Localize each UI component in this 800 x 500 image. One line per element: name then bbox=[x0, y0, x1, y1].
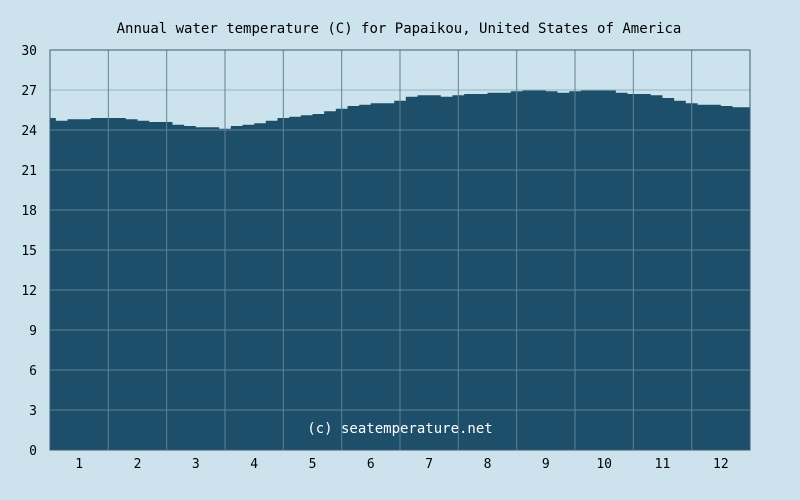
x-tick-label: 5 bbox=[309, 457, 317, 472]
y-tick-label: 30 bbox=[21, 44, 37, 59]
grid-layer bbox=[50, 50, 750, 450]
y-tick-label: 6 bbox=[29, 364, 37, 379]
y-tick-label: 21 bbox=[21, 164, 37, 179]
y-tick-label: 0 bbox=[29, 444, 37, 459]
x-tick-label: 10 bbox=[596, 457, 612, 472]
x-tick-label: 11 bbox=[655, 457, 671, 472]
x-tick-label: 1 bbox=[75, 457, 83, 472]
x-tick-label: 6 bbox=[367, 457, 375, 472]
chart-title: Annual water temperature (C) for Papaiko… bbox=[117, 21, 682, 37]
y-tick-label: 15 bbox=[21, 244, 37, 259]
plot-frame bbox=[49, 49, 751, 451]
x-tick-label: 2 bbox=[134, 457, 142, 472]
y-tick-label: 12 bbox=[21, 284, 37, 299]
y-tick-label: 27 bbox=[21, 84, 37, 99]
y-tick-label: 3 bbox=[29, 404, 37, 419]
y-tick-label: 24 bbox=[21, 124, 37, 139]
x-tick-label: 4 bbox=[250, 457, 258, 472]
x-tick-label: 12 bbox=[713, 457, 729, 472]
y-tick-label: 18 bbox=[21, 204, 37, 219]
axis-layer bbox=[49, 49, 751, 451]
x-tick-label: 9 bbox=[542, 457, 550, 472]
x-tick-label: 3 bbox=[192, 457, 200, 472]
y-tick-label: 9 bbox=[29, 324, 37, 339]
x-tick-label: 7 bbox=[425, 457, 433, 472]
copyright-watermark: (c) seatemperature.net bbox=[307, 421, 492, 437]
x-tick-label: 8 bbox=[484, 457, 492, 472]
